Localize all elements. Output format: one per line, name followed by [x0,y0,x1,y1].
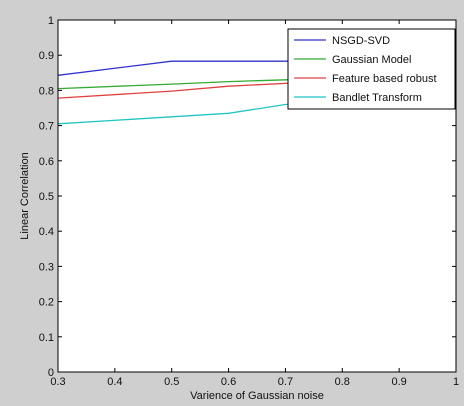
y-tick-label: 0.1 [39,332,54,344]
x-tick-label: 1 [453,376,459,388]
y-tick-label: 0.8 [39,85,54,97]
x-tick-label: 0.9 [391,376,406,388]
y-tick-label: 0.7 [39,121,54,133]
legend-box [287,28,456,110]
plot-border [57,19,457,373]
y-tick-label: 0.6 [39,156,54,168]
y-tick-label: 0.5 [39,191,54,203]
legend-label: Feature based robust [332,73,437,85]
y-tick-label: 0.2 [39,297,54,309]
y-tick-label: 0.9 [39,50,54,62]
legend: NSGD-SVD Gaussian Model Feature based robu… [287,28,456,110]
x-tick-label: 0.7 [278,376,293,388]
legend-label: NSGD-SVD [332,35,390,47]
x-tick-label: 0.4 [107,376,122,388]
x-tick-label: 0.6 [221,376,236,388]
y-tick-label: 0 [48,367,54,379]
legend-label: Bandlet Transform [332,92,422,104]
y-axis-label: Linear Correlation [19,152,31,239]
x-tick-label: 0.3 [50,376,65,388]
y-tick-label: 0.4 [39,226,54,238]
y-tick-label: 1 [48,15,54,27]
x-tick-label: 0.8 [335,376,350,388]
x-axis-ticks: 0.3 0.4 0.5 0.6 0.7 0.8 0.9 1 [50,20,459,388]
y-tick-label: 0.3 [39,261,54,273]
legend-label: Gaussian Model [332,54,412,66]
x-tick-label: 0.5 [164,376,179,388]
x-axis-label: Varience of Gaussian noise [190,390,324,402]
